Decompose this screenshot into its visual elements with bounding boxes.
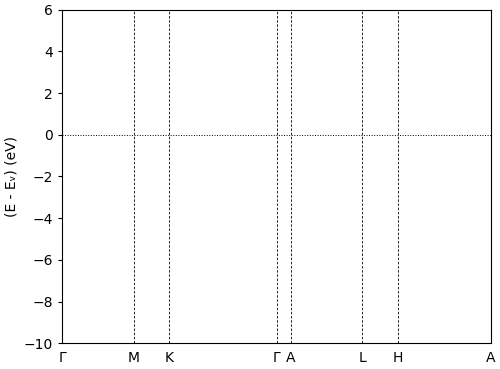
Y-axis label: (E - Eᵥ) (eV): (E - Eᵥ) (eV) [4, 136, 18, 217]
